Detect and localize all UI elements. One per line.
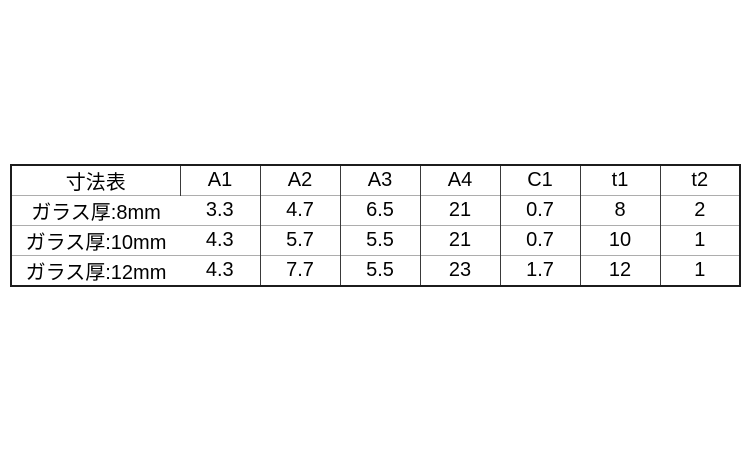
column-header-a4: A4: [419, 165, 500, 196]
value-cell-c1: 0.7: [499, 195, 580, 226]
table-row-glass-10mm: ガラス厚:10mm 4.3 5.7 5.5 21 0.7 10 1: [11, 225, 740, 256]
value-cell-a4: 21: [419, 225, 500, 256]
row-label-cell: ガラス厚:8mm: [11, 195, 180, 226]
value-cell-a3: 6.5: [339, 195, 420, 226]
value-cell-t1: 10: [579, 225, 660, 256]
table-row-glass-12mm: ガラス厚:12mm 4.3 7.7 5.5 23 1.7 12 1: [11, 255, 740, 286]
value-cell-a1: 4.3: [180, 225, 260, 256]
column-header-t1: t1: [579, 165, 660, 196]
value-cell-a3: 5.5: [339, 225, 420, 256]
value-cell-a1: 3.3: [180, 195, 260, 226]
value-cell-t2: 1: [659, 255, 740, 286]
table-row-glass-8mm: ガラス厚:8mm 3.3 4.7 6.5 21 0.7 8 2: [11, 195, 740, 226]
value-cell-t1: 8: [579, 195, 660, 226]
column-header-a3: A3: [339, 165, 420, 196]
row-label-cell: ガラス厚:12mm: [11, 255, 180, 286]
value-cell-c1: 1.7: [499, 255, 580, 286]
value-cell-t2: 2: [659, 195, 740, 226]
value-cell-c1: 0.7: [499, 225, 580, 256]
dimension-spec-table: 寸法表 A1 A2 A3 A4 C1 t1 t2 ガラス厚:8mm 3.3 4.…: [10, 164, 741, 287]
value-cell-a2: 7.7: [259, 255, 340, 286]
value-cell-a4: 21: [419, 195, 500, 226]
value-cell-a2: 5.7: [259, 225, 340, 256]
value-cell-t2: 1: [659, 225, 740, 256]
row-label-cell: ガラス厚:10mm: [11, 225, 180, 256]
table-title-cell: 寸法表: [65, 172, 126, 194]
column-header-a1: A1: [179, 165, 260, 196]
value-cell-a4: 23: [419, 255, 500, 286]
value-cell-a3: 5.5: [339, 255, 420, 286]
value-cell-t1: 12: [579, 255, 660, 286]
value-cell-a2: 4.7: [259, 195, 340, 226]
column-header-a2: A2: [259, 165, 340, 196]
column-header-t2: t2: [659, 165, 740, 196]
header-row: 寸法表 A1 A2 A3 A4 C1 t1 t2: [11, 165, 740, 196]
column-header-c1: C1: [499, 165, 580, 196]
value-cell-a1: 4.3: [180, 255, 260, 286]
